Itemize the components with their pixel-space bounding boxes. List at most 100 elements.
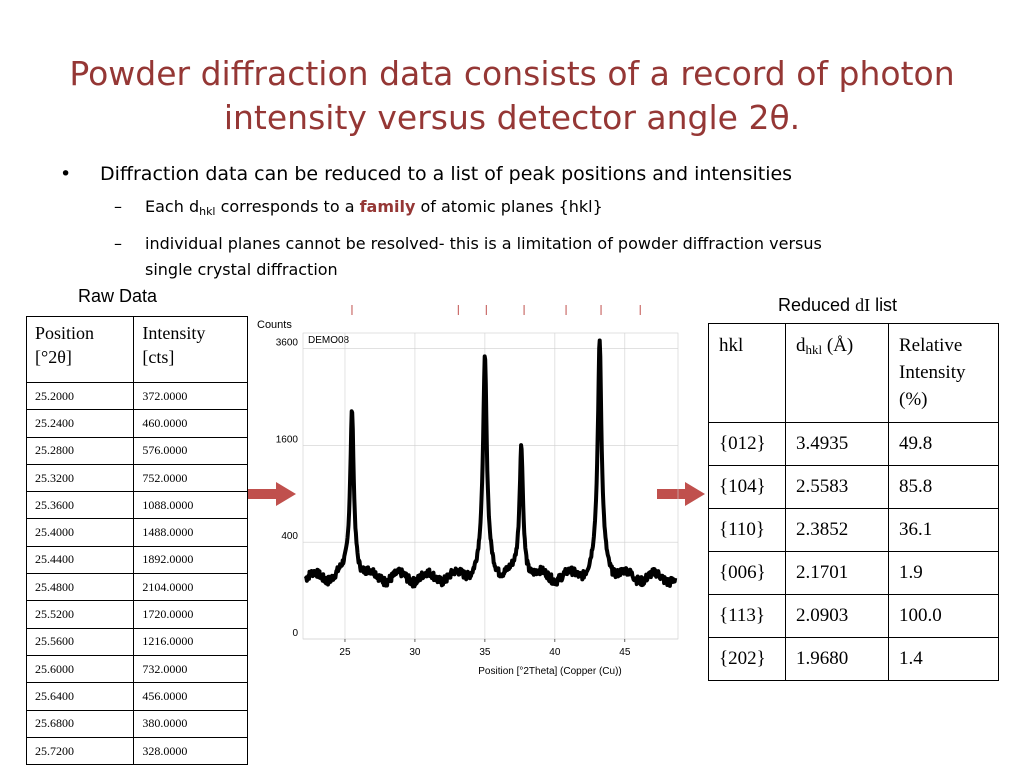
raw-table-row: 25.4400 1892.0000	[25, 545, 248, 575]
raw-position-cell: 25.3200	[25, 463, 135, 493]
raw-intensity-cell: 1088.0000	[133, 491, 248, 520]
raw-position-cell: 25.6400	[25, 682, 135, 711]
raw-position-cell: 25.6800	[25, 709, 135, 738]
bullet-dot-icon: •	[60, 163, 72, 185]
bullet-1: • Diffraction data can be reduced to a l…	[58, 160, 978, 188]
reduced-header-int-l1: Relative	[899, 335, 963, 356]
raw-intensity-cell: 1488.0000	[133, 518, 248, 547]
bullet-1-text: Diffraction data can be reduced to a lis…	[100, 163, 793, 185]
reduced-intensity-cell: 36.1	[888, 508, 999, 552]
raw-intensity-cell: 1892.0000	[133, 545, 248, 575]
raw-table-row: 25.7200 328.0000	[25, 736, 248, 766]
reduced-header-row: hkl dhkl (Å) Relative Intensity (%)	[708, 323, 999, 423]
raw-header-intensity-l1: Intensity	[142, 323, 206, 343]
x-tick-label: 25	[339, 647, 351, 658]
raw-table-row: 25.6400 456.0000	[25, 682, 248, 711]
reduced-header-int-l2: Intensity	[899, 362, 966, 383]
raw-position-cell: 25.4400	[25, 545, 135, 575]
reduced-label-di: dI	[855, 295, 871, 315]
raw-table-row: 25.3200 752.0000	[25, 463, 248, 493]
raw-position-cell: 25.5600	[25, 627, 135, 656]
reduced-header-d: dhkl (Å)	[785, 323, 889, 423]
right-arrow-icon	[657, 482, 705, 506]
reduced-d-cell: 3.4935	[785, 422, 889, 466]
reduced-hkl-cell: {104}	[708, 465, 786, 509]
slide-title: Powder diffraction data consists of a re…	[40, 52, 984, 140]
raw-position-cell: 25.2800	[25, 436, 135, 465]
reduced-label-post: list	[870, 295, 898, 315]
sub-bullet-2-line-1: individual planes cannot be resolved- th…	[145, 234, 822, 253]
diffraction-trace	[303, 338, 678, 589]
title-line-2: intensity versus detector angle 2θ.	[223, 98, 801, 137]
x-tick-label: 35	[479, 647, 491, 658]
sub-bullet-1-mid: corresponds to a	[215, 197, 360, 216]
reduced-intensity-cell: 85.8	[888, 465, 999, 509]
raw-table-row: 25.4800 2104.0000	[25, 573, 248, 602]
raw-intensity-cell: 2104.0000	[133, 573, 248, 602]
x-tick-label: 30	[409, 647, 421, 658]
reduced-d-cell: 2.1701	[785, 551, 889, 595]
reduced-hkl-cell: {202}	[708, 637, 786, 681]
raw-intensity-cell: 1720.0000	[133, 600, 248, 629]
dash-icon: –	[114, 197, 122, 216]
raw-position-cell: 25.5200	[25, 600, 135, 629]
sub-bullet-1: – Each dhkl corresponds to a family of a…	[58, 194, 978, 225]
reduced-intensity-cell: 100.0	[888, 594, 999, 638]
x-axis-label: Position [°2Theta] (Copper (Cu))	[478, 666, 622, 677]
raw-header-intensity: Intensity [cts]	[133, 316, 248, 383]
raw-header-position-l2: [°2θ]	[35, 347, 72, 367]
raw-intensity-cell: 460.0000	[133, 409, 248, 438]
y-tick-label: 1600	[276, 434, 299, 445]
raw-position-cell: 25.2400	[25, 409, 135, 438]
reduced-table-row: {012} 3.4935 49.8	[708, 422, 999, 466]
raw-position-cell: 25.3600	[25, 491, 135, 520]
raw-table-row: 25.5600 1216.0000	[25, 627, 248, 656]
reduced-label-pre: Reduced	[778, 295, 856, 315]
raw-header-row: Position [°2θ] Intensity [cts]	[25, 316, 248, 383]
title-line-1: Powder diffraction data consists of a re…	[69, 54, 955, 93]
reduced-data-table: hkl dhkl (Å) Relative Intensity (%) {012} 3…	[708, 323, 999, 681]
reduced-d-cell: 2.0903	[785, 594, 889, 638]
reduced-intensity-cell: 1.4	[888, 637, 999, 681]
x-tick-label: 40	[549, 647, 561, 658]
raw-position-cell: 25.4800	[25, 573, 135, 602]
raw-header-position: Position [°2θ]	[25, 316, 135, 383]
reduced-hkl-cell: {012}	[708, 422, 786, 466]
raw-intensity-cell: 732.0000	[133, 654, 248, 684]
raw-table-row: 25.2800 576.0000	[25, 436, 248, 465]
reduced-hkl-cell: {113}	[708, 594, 786, 638]
raw-intensity-cell: 576.0000	[133, 436, 248, 465]
raw-intensity-cell: 380.0000	[133, 709, 248, 738]
reduced-header-intensity: Relative Intensity (%)	[888, 323, 999, 423]
raw-intensity-cell: 372.0000	[133, 381, 248, 411]
raw-position-cell: 25.6000	[25, 654, 135, 684]
reduced-header-d-post: (Å)	[822, 335, 854, 356]
y-tick-label: 0	[292, 628, 298, 639]
raw-table-row: 25.3600 1088.0000	[25, 491, 248, 520]
reduced-header-hkl: hkl	[708, 323, 786, 423]
sub-bullet-1-subscript: hkl	[199, 205, 216, 218]
sub-bullet-1-pre: Each d	[145, 197, 200, 216]
raw-table-row: 25.2000 372.0000	[25, 381, 248, 411]
sub-bullet-2-line-2: single crystal diffraction	[145, 260, 338, 279]
raw-data-table: Position [°2θ] Intensity [cts] 25.2000 372.…	[25, 316, 248, 766]
raw-data-label: Raw Data	[78, 286, 158, 306]
raw-header-intensity-l2: [cts]	[142, 347, 175, 367]
sub-bullet-1-post: of atomic planes {hkl}	[415, 197, 603, 216]
y-axis-label: Counts	[257, 319, 292, 331]
reduced-table-row: {104} 2.5583 85.8	[708, 465, 999, 509]
raw-table-row: 25.6000 732.0000	[25, 654, 248, 684]
reduced-list-label: Reduced dI list	[778, 295, 897, 316]
raw-table-row: 25.6800 380.0000	[25, 709, 248, 738]
raw-position-cell: 25.2000	[25, 381, 135, 411]
raw-intensity-cell: 456.0000	[133, 682, 248, 711]
raw-intensity-cell: 328.0000	[133, 736, 248, 766]
reduced-table-row: {110} 2.3852 36.1	[708, 508, 999, 552]
raw-table-row: 25.2400 460.0000	[25, 409, 248, 438]
reduced-header-int-l3: (%)	[899, 389, 928, 410]
reduced-hkl-cell: {110}	[708, 508, 786, 552]
raw-table-row: 25.5200 1720.0000	[25, 600, 248, 629]
x-tick-label: 45	[619, 647, 631, 658]
raw-table-row: 25.4000 1488.0000	[25, 518, 248, 547]
reduced-d-cell: 1.9680	[785, 637, 889, 681]
